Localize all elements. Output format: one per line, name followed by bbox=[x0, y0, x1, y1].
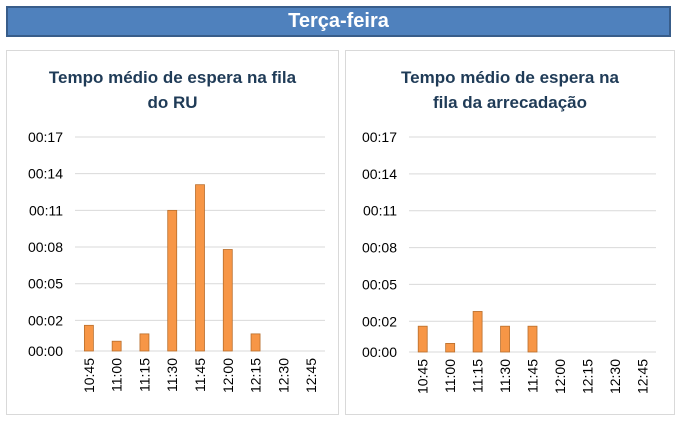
y-tick-label: 00:08 bbox=[28, 239, 63, 255]
y-tick-label: 00:00 bbox=[362, 344, 397, 360]
x-tick-label: 12:45 bbox=[303, 358, 319, 393]
y-tick-label: 00:00 bbox=[28, 343, 63, 359]
y-tick-label: 00:02 bbox=[362, 313, 397, 329]
x-tick-label: 11:00 bbox=[109, 358, 125, 392]
chart-panel-ru: Tempo médio de espera na fila do RU 00:0… bbox=[6, 50, 339, 415]
x-tick-label: 11:15 bbox=[470, 359, 486, 393]
bar-1045 bbox=[83, 324, 94, 352]
bar-1100 bbox=[445, 342, 456, 353]
y-tick-label: 00:14 bbox=[28, 166, 63, 182]
y-tick-label: 00:17 bbox=[362, 129, 397, 145]
y-tick-label: 00:05 bbox=[362, 276, 397, 292]
y-tick-label: 00:17 bbox=[28, 129, 63, 145]
y-tick-label: 00:05 bbox=[28, 276, 63, 292]
bar-1145 bbox=[527, 325, 538, 353]
bar-1045 bbox=[417, 325, 428, 353]
x-tick-label: 11:45 bbox=[192, 358, 208, 392]
day-title: Terça-feira bbox=[288, 10, 389, 32]
x-tick-label: 11:30 bbox=[497, 359, 513, 393]
chart-title-ru: Tempo médio de espera na fila do RU bbox=[48, 68, 297, 112]
x-tick-label: 12:30 bbox=[607, 359, 623, 394]
y-tick-label: 00:11 bbox=[363, 203, 397, 219]
bar-1115 bbox=[139, 333, 150, 352]
x-tick-label: 12:15 bbox=[248, 358, 264, 393]
x-tick-label: 12:00 bbox=[552, 359, 568, 394]
bar-1130 bbox=[167, 209, 178, 352]
x-tick-label: 10:45 bbox=[415, 359, 431, 394]
x-tick-label: 12:45 bbox=[634, 359, 650, 394]
bar-1200 bbox=[222, 249, 233, 352]
x-tick-label: 11:00 bbox=[442, 359, 458, 393]
y-tick-label: 00:02 bbox=[28, 312, 63, 328]
day-header: Terça-feira bbox=[6, 6, 671, 37]
bar-1145 bbox=[195, 184, 205, 352]
x-tick-label: 12:30 bbox=[275, 358, 291, 393]
x-tick-label: 12:15 bbox=[579, 359, 595, 394]
x-tick-label: 12:00 bbox=[220, 358, 236, 393]
bar-1130 bbox=[500, 325, 510, 353]
y-tick-label: 00:11 bbox=[29, 202, 63, 218]
x-tick-label: 11:15 bbox=[136, 358, 152, 392]
y-tick-label: 00:08 bbox=[362, 240, 397, 256]
x-tick-label: 11:30 bbox=[164, 358, 180, 392]
y-tick-label: 00:14 bbox=[362, 166, 397, 182]
bar-1215 bbox=[250, 333, 261, 352]
x-tick-label: 10:45 bbox=[81, 358, 97, 393]
bar-1115 bbox=[472, 311, 483, 353]
bar-1100 bbox=[111, 340, 122, 352]
chart-panel-arrecadacao: Tempo médio de espera na fila da arrecad… bbox=[345, 50, 675, 415]
chart-title-arrecadacao: Tempo médio de espera na fila da arrecad… bbox=[401, 68, 619, 112]
x-tick-label: 11:45 bbox=[525, 359, 541, 393]
bar-chart-ru: 00:00 00:02 00:05 00:08 00:11 00:14 00:17 10:45… bbox=[28, 129, 325, 393]
bar-chart-arrecadacao: 00:00 00:02 00:05 00:08 00:11 00:14 00:17 10:45… bbox=[362, 129, 656, 394]
